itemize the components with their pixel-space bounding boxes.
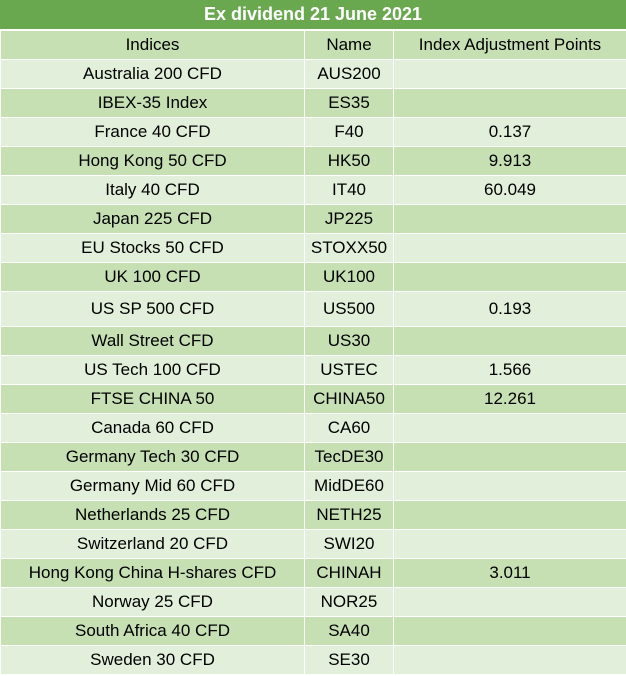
dividend-table: Indices Name Index Adjustment Points Aus… [0,30,626,675]
index-cell: US SP 500 CFD [0,291,305,327]
points-cell [393,233,626,263]
table-row: Hong Kong 50 CFD HK50 9.913 [0,146,626,176]
table-row: IBEX-35 Index ES35 [0,88,626,118]
points-cell [393,326,626,356]
table-row: Australia 200 CFD AUS200 [0,59,626,89]
name-cell: AUS200 [304,59,394,89]
points-cell [393,442,626,472]
table-row: US Tech 100 CFD USTEC 1.566 [0,355,626,385]
index-cell: US Tech 100 CFD [0,355,305,385]
table-row: France 40 CFD F40 0.137 [0,117,626,147]
points-cell [393,262,626,292]
name-cell: ES35 [304,88,394,118]
index-cell: Italy 40 CFD [0,175,305,205]
index-cell: Australia 200 CFD [0,59,305,89]
points-cell: 0.137 [393,117,626,147]
name-cell: UK100 [304,262,394,292]
name-cell: HK50 [304,146,394,176]
index-cell: IBEX-35 Index [0,88,305,118]
points-cell: 3.011 [393,558,626,588]
name-cell: CHINA50 [304,384,394,414]
points-cell [393,616,626,646]
index-cell: EU Stocks 50 CFD [0,233,305,263]
points-cell [393,471,626,501]
points-cell [393,500,626,530]
table-row: Hong Kong China H-shares CFD CHINAH 3.01… [0,558,626,588]
points-cell: 1.566 [393,355,626,385]
points-cell [393,59,626,89]
index-cell: South Africa 40 CFD [0,616,305,646]
name-cell: CHINAH [304,558,394,588]
index-cell: Switzerland 20 CFD [0,529,305,559]
table-row: Italy 40 CFD IT40 60.049 [0,175,626,205]
index-cell: FTSE CHINA 50 [0,384,305,414]
table-row: Germany Tech 30 CFD TecDE30 [0,442,626,472]
points-cell [393,645,626,675]
points-cell [393,413,626,443]
name-cell: JP225 [304,204,394,234]
index-cell: Germany Mid 60 CFD [0,471,305,501]
name-cell: SE30 [304,645,394,675]
name-cell: STOXX50 [304,233,394,263]
table-row: Sweden 30 CFD SE30 [0,645,626,675]
table-row: Japan 225 CFD JP225 [0,204,626,234]
points-cell: 0.193 [393,291,626,327]
index-cell: Japan 225 CFD [0,204,305,234]
index-cell: Canada 60 CFD [0,413,305,443]
name-cell: TecDE30 [304,442,394,472]
index-cell: Hong Kong China H-shares CFD [0,558,305,588]
name-cell: NETH25 [304,500,394,530]
name-cell: F40 [304,117,394,147]
table-row: US SP 500 CFD US500 0.193 [0,291,626,327]
table-row: FTSE CHINA 50 CHINA50 12.261 [0,384,626,414]
name-cell: MidDE60 [304,471,394,501]
points-cell: 12.261 [393,384,626,414]
name-cell: NOR25 [304,587,394,617]
table-row: Switzerland 20 CFD SWI20 [0,529,626,559]
table-row: UK 100 CFD UK100 [0,262,626,292]
header-name: Name [304,30,394,60]
table-row: South Africa 40 CFD SA40 [0,616,626,646]
points-cell [393,587,626,617]
name-cell: SA40 [304,616,394,646]
index-cell: Wall Street CFD [0,326,305,356]
table-row: Wall Street CFD US30 [0,326,626,356]
name-cell: USTEC [304,355,394,385]
index-cell: Sweden 30 CFD [0,645,305,675]
table-row: Germany Mid 60 CFD MidDE60 [0,471,626,501]
points-cell [393,529,626,559]
name-cell: US500 [304,291,394,327]
table-row: EU Stocks 50 CFD STOXX50 [0,233,626,263]
name-cell: US30 [304,326,394,356]
index-cell: Netherlands 25 CFD [0,500,305,530]
table-row: Canada 60 CFD CA60 [0,413,626,443]
table-row: Norway 25 CFD NOR25 [0,587,626,617]
name-cell: IT40 [304,175,394,205]
points-cell: 9.913 [393,146,626,176]
table-title: Ex dividend 21 June 2021 [0,0,626,30]
index-cell: Norway 25 CFD [0,587,305,617]
points-cell [393,88,626,118]
header-row: Indices Name Index Adjustment Points [0,30,626,60]
header-indices: Indices [0,30,305,60]
points-cell: 60.049 [393,175,626,205]
index-cell: Germany Tech 30 CFD [0,442,305,472]
points-cell [393,204,626,234]
index-cell: UK 100 CFD [0,262,305,292]
index-cell: Hong Kong 50 CFD [0,146,305,176]
index-cell: France 40 CFD [0,117,305,147]
name-cell: CA60 [304,413,394,443]
table-row: Netherlands 25 CFD NETH25 [0,500,626,530]
header-points: Index Adjustment Points [393,30,626,60]
name-cell: SWI20 [304,529,394,559]
